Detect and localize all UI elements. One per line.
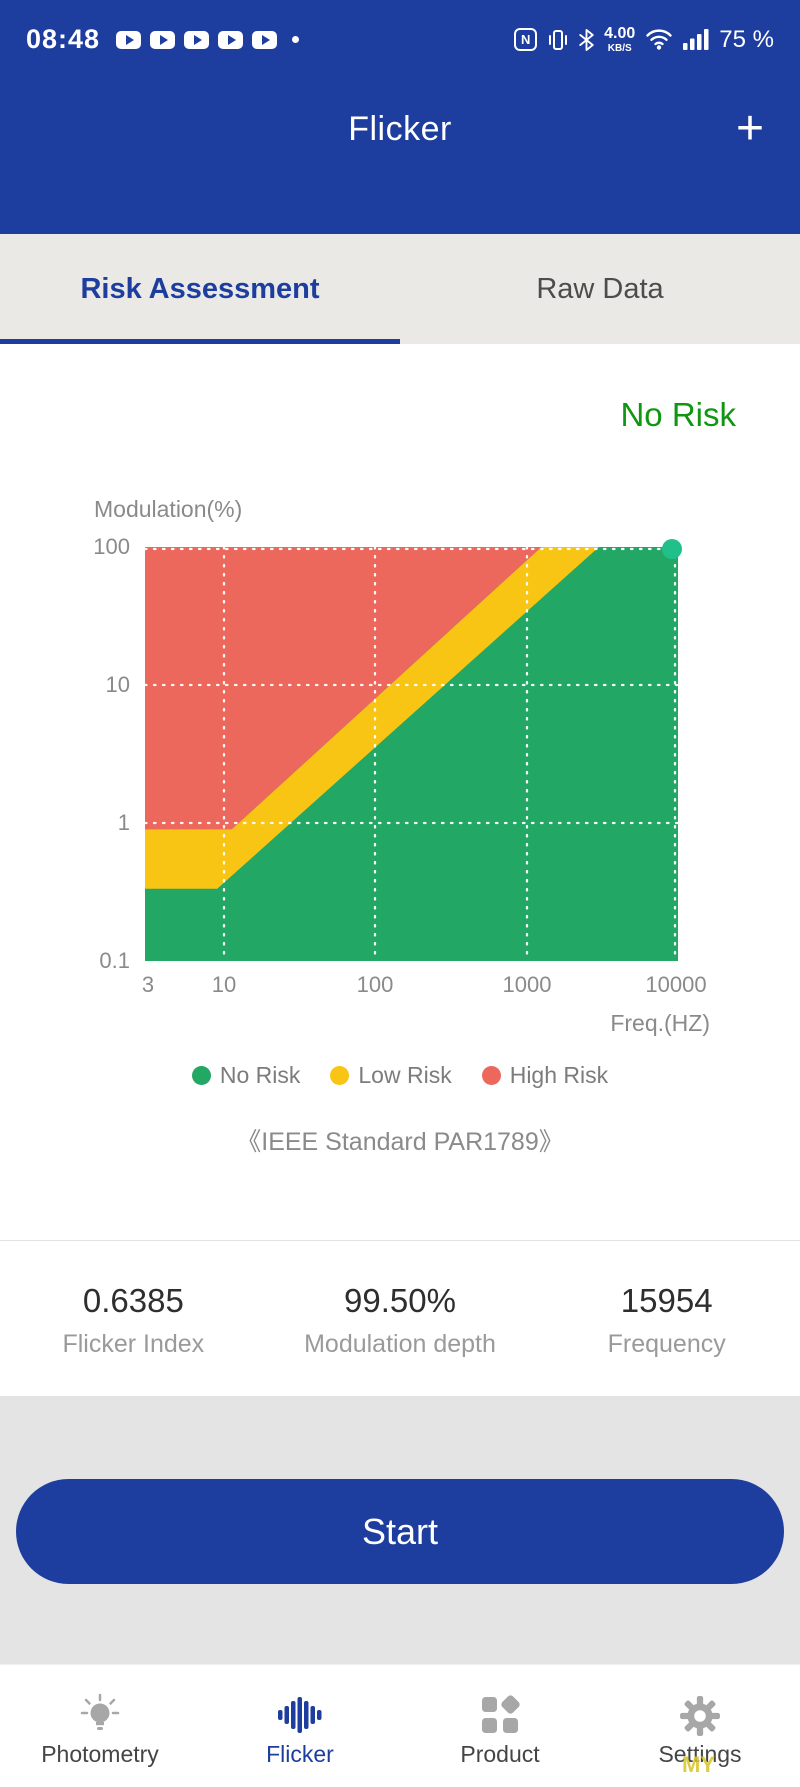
network-speed-unit: KB/S (607, 42, 632, 54)
standard-caption: 《IEEE Standard PAR1789》 (236, 1128, 564, 1156)
header: 08:48 N 4.00 KB/S (0, 0, 800, 234)
watermark: MY (682, 1752, 715, 1777)
nav-item-flicker[interactable]: Flicker (200, 1665, 400, 1787)
stat-label: Modulation depth (304, 1330, 496, 1358)
add-button[interactable]: + (735, 102, 764, 155)
app-bar: Flicker + (0, 55, 800, 203)
page-title: Flicker (348, 109, 452, 148)
legend-item-low-risk: Low Risk (330, 1062, 452, 1089)
risk-chart (143, 539, 682, 963)
low-risk-dot-icon (330, 1066, 350, 1085)
stat-value: 15954 (620, 1282, 713, 1319)
measurement-stats: 0.6385 Flicker Index 99.50% Modulation d… (0, 1240, 800, 1396)
nav-item-settings[interactable]: Settings (600, 1665, 800, 1787)
play-triangle-icon (261, 34, 270, 45)
legend-item-high-risk: High Risk (481, 1062, 609, 1089)
grid-lines (143, 545, 680, 963)
notification-overflow-dot-icon (292, 36, 300, 43)
high-risk-region (145, 547, 542, 830)
flicker-waveform-icon (276, 1689, 324, 1737)
vibrate-icon (549, 29, 568, 50)
stat-frequency: 15954 Frequency (533, 1241, 800, 1396)
stat-modulation-depth: 99.50% Modulation depth (267, 1241, 534, 1396)
play-icon (116, 30, 142, 49)
action-area: Start (0, 1396, 800, 1664)
legend-label: Low Risk (358, 1062, 452, 1088)
play-triangle-icon (125, 34, 134, 45)
stat-flicker-index: 0.6385 Flicker Index (0, 1241, 267, 1396)
clock: 08:48 (26, 24, 101, 54)
start-button[interactable]: Start (16, 1479, 784, 1584)
legend-label: No Risk (219, 1062, 301, 1088)
nfc-icon: N (514, 28, 538, 51)
play-triangle-icon (227, 34, 236, 45)
measurement-marker (662, 539, 682, 559)
nav-label: Photometry (41, 1740, 159, 1767)
y-axis-label: Modulation(%) (94, 496, 243, 522)
tab-raw-data[interactable]: Raw Data (536, 272, 664, 305)
nav-label: Settings (658, 1740, 742, 1767)
play-triangle-icon (193, 34, 202, 45)
wifi-icon (646, 29, 672, 50)
stat-value: 99.50% (344, 1282, 456, 1319)
legend-label: High Risk (509, 1062, 609, 1088)
lightbulb-icon (77, 1689, 123, 1737)
y-tick: 100 (93, 534, 130, 559)
status-icons-right: N 4.00 KB/S (514, 24, 774, 54)
nav-label: Flicker (266, 1740, 334, 1767)
nav-label: Product (460, 1740, 540, 1767)
x-tick: 10000 (645, 972, 707, 997)
x-tick: 10 (211, 972, 237, 997)
category-grid-icon (478, 1689, 522, 1737)
x-tick: 1000 (502, 972, 552, 997)
nav-item-photometry[interactable]: Photometry (0, 1665, 200, 1787)
legend-item-no-risk: No Risk (191, 1062, 301, 1089)
high-risk-dot-icon (481, 1066, 501, 1085)
active-tab-indicator (0, 339, 400, 344)
notification-icons (116, 30, 300, 49)
chart-legend: No Risk Low Risk High Risk (0, 1062, 800, 1089)
network-speed: 4.00 KB/S (604, 24, 636, 54)
stat-label: Frequency (607, 1330, 726, 1358)
x-tick: 100 (356, 972, 394, 997)
nav-item-product[interactable]: Product (400, 1665, 600, 1787)
bottom-navigation: Photometry Flicker Product (0, 1664, 800, 1787)
no-risk-dot-icon (191, 1066, 211, 1085)
y-tick: 1 (117, 810, 130, 835)
low-risk-region (145, 547, 599, 889)
stat-label: Flicker Index (62, 1330, 205, 1358)
play-icon (218, 30, 244, 49)
bluetooth-icon (579, 28, 594, 51)
play-icon (184, 30, 210, 49)
play-icon (150, 30, 176, 49)
y-tick: 10 (105, 672, 130, 697)
play-icon (252, 30, 278, 49)
x-axis-label: Freq.(HZ) (610, 1010, 710, 1036)
gear-icon (679, 1689, 721, 1737)
network-speed-value: 4.00 (604, 24, 636, 42)
tab-bar: Risk Assessment Raw Data (0, 234, 800, 344)
risk-assessment-panel: No Risk Modulation(%) 100 10 1 0.1 3 10 … (0, 344, 800, 1240)
status-bar: 08:48 N 4.00 KB/S (0, 0, 800, 55)
x-tick: 3 (141, 972, 155, 997)
tab-risk-assessment[interactable]: Risk Assessment (80, 272, 320, 305)
battery-percent: 75 % (719, 25, 774, 53)
signal-bars-icon (683, 29, 709, 50)
stat-value: 0.6385 (82, 1282, 184, 1319)
y-tick: 0.1 (99, 948, 130, 973)
risk-result-label: No Risk (620, 396, 736, 433)
play-triangle-icon (159, 34, 168, 45)
